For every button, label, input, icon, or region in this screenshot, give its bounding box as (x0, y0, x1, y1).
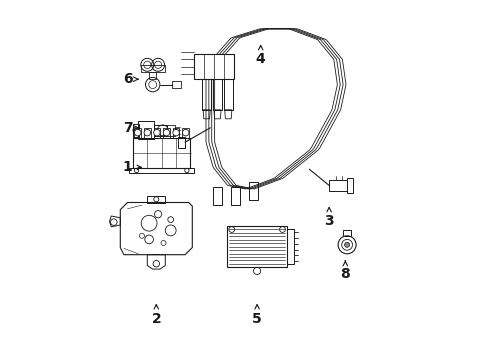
Text: 3: 3 (324, 207, 333, 228)
Bar (154, 125, 167, 136)
Bar (328, 180, 346, 191)
Bar (141, 65, 164, 72)
Bar (249, 182, 257, 200)
Text: 4: 4 (255, 45, 265, 66)
Circle shape (182, 130, 188, 136)
Bar (182, 128, 188, 138)
Bar (134, 128, 141, 138)
Bar (202, 79, 211, 110)
Circle shape (134, 130, 141, 136)
Text: 7: 7 (122, 121, 138, 135)
Text: 8: 8 (340, 261, 349, 280)
Bar (286, 229, 293, 264)
Bar (138, 121, 154, 139)
Bar (153, 128, 160, 138)
Bar (224, 79, 232, 110)
Bar (213, 187, 222, 205)
Bar (172, 81, 181, 88)
Bar (227, 226, 286, 267)
Bar (163, 128, 169, 138)
Text: 2: 2 (151, 305, 161, 325)
Bar (133, 138, 190, 168)
Bar (149, 72, 156, 79)
Circle shape (163, 130, 169, 136)
Bar (346, 178, 352, 193)
Circle shape (153, 130, 160, 136)
Bar (133, 124, 139, 137)
Bar (213, 79, 222, 110)
Circle shape (144, 130, 150, 136)
Bar (172, 128, 179, 138)
Bar (144, 128, 150, 138)
Circle shape (172, 130, 179, 136)
Bar (231, 187, 239, 205)
Bar (194, 54, 233, 79)
Bar (129, 168, 194, 173)
Bar (167, 125, 175, 136)
Bar (178, 137, 185, 148)
Circle shape (344, 242, 349, 247)
Text: 6: 6 (122, 72, 138, 86)
Text: 5: 5 (252, 305, 262, 325)
Text: 1: 1 (122, 161, 141, 174)
Bar (147, 196, 165, 202)
Bar (342, 230, 351, 236)
